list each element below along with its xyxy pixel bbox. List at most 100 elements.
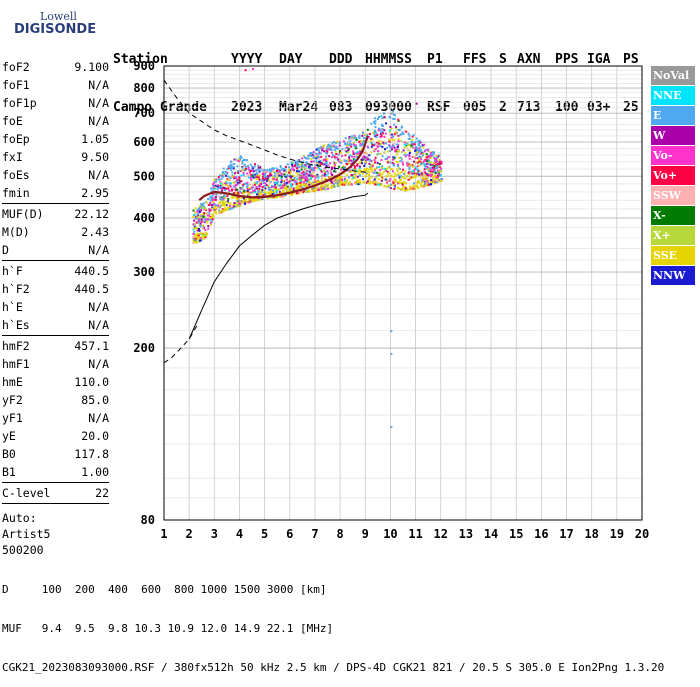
scatter-point: [213, 181, 216, 184]
scatter-point: [371, 143, 374, 146]
scatter-point: [433, 159, 436, 162]
scatter-point: [239, 202, 242, 205]
scatter-point: [325, 149, 328, 152]
scatter-point: [401, 188, 404, 191]
scatter-point: [384, 178, 387, 181]
scatter-point: [193, 230, 196, 233]
scatter-point: [327, 183, 330, 186]
scatter-point: [234, 180, 237, 183]
scatter-point: [314, 185, 317, 188]
scatter-point: [387, 160, 390, 163]
scatter-point: [412, 134, 415, 136]
scatter-point: [273, 171, 275, 173]
scatter-point: [197, 218, 200, 221]
scatter-point: [367, 179, 370, 181]
scatter-point: [397, 138, 400, 141]
scatter-point: [226, 172, 229, 175]
scatter-point: [268, 192, 271, 194]
scatter-point: [328, 145, 331, 148]
scatter-point: [279, 166, 282, 169]
scatter-point: [318, 155, 320, 158]
scatter-point: [204, 233, 207, 236]
scatter-point: [406, 142, 409, 145]
ionospheric-parameters-panel: foF2 9.100 foF1 N/A foF1p N/A foE N/A foEp 1.05 fx…: [2, 58, 109, 558]
scatter-point: [229, 179, 232, 182]
scatter-point: [264, 187, 267, 190]
isolated-point: [415, 102, 418, 105]
scatter-point: [255, 173, 258, 175]
param-name: h`Es: [2, 318, 30, 332]
scatter-point: [309, 168, 312, 171]
scatter-point: [207, 225, 210, 227]
scatter-point: [355, 182, 357, 185]
scatter-point: [280, 173, 283, 176]
scatter-point: [361, 134, 364, 137]
scatter-point: [325, 165, 328, 167]
scatter-point: [389, 146, 392, 149]
scatter-point: [334, 150, 337, 153]
scatter-point: [405, 142, 408, 145]
scatter-point: [314, 164, 317, 167]
scatter-point: [376, 166, 378, 169]
header-label-9: PPS: [555, 52, 579, 67]
scatter-point: [307, 181, 310, 184]
scatter-point: [373, 148, 375, 151]
scatter-point: [273, 175, 276, 178]
scatter-point: [398, 156, 401, 159]
scatter-point: [395, 125, 398, 128]
scatter-point: [282, 180, 284, 183]
scatter-point: [393, 138, 396, 141]
scatter-point: [341, 178, 344, 181]
scatter-point: [410, 172, 413, 175]
scatter-point: [297, 178, 300, 181]
scatter-point: [385, 122, 387, 125]
param-name: h`E: [2, 300, 23, 314]
scatter-point: [349, 144, 352, 147]
scatter-point: [352, 152, 355, 155]
scatter-point: [406, 187, 409, 190]
scatter-point: [215, 178, 218, 181]
scatter-point: [365, 171, 368, 174]
scatter-point: [386, 150, 389, 153]
scatter-point: [280, 172, 283, 175]
scatter-point: [234, 184, 237, 187]
scatter-point: [263, 178, 266, 181]
scatter-point: [416, 147, 419, 150]
header-value-8: 713: [517, 100, 541, 115]
scatter-point: [428, 172, 431, 175]
scatter-point: [325, 174, 328, 176]
scatter-point: [364, 175, 367, 178]
scatter-point: [379, 144, 382, 147]
scatter-point: [358, 134, 361, 137]
param-name: fmin: [2, 186, 30, 200]
scatter-point: [312, 175, 315, 178]
param-name: h`F: [2, 264, 23, 278]
scatter-point: [283, 188, 286, 191]
scatter-point: [228, 208, 231, 211]
scatter-point: [218, 211, 221, 214]
x-tick-label: 12: [434, 527, 448, 541]
scatter-point: [261, 173, 264, 176]
footer-distance-row: D 100 200 400 600 800 1000 1500 3000 [km…: [2, 583, 327, 596]
header-label-8: AXN: [517, 52, 541, 67]
scatter-point: [207, 227, 210, 230]
scatter-point: [223, 182, 226, 185]
scatter-point: [314, 176, 317, 179]
scatter-point: [416, 140, 419, 143]
scatter-point: [321, 147, 324, 150]
header-labels-row: Station YYYY DAY DDD HHMMSS P1 FFS S AXN PPS IGA PS: [113, 52, 639, 68]
scatter-point: [409, 137, 411, 140]
scatter-point: [388, 156, 391, 159]
scatter-point: [252, 189, 255, 192]
scatter-point: [312, 160, 315, 163]
scatter-point: [372, 181, 375, 184]
scatter-point: [267, 188, 270, 191]
scatter-point: [256, 176, 259, 178]
scatter-point: [405, 189, 408, 192]
scatter-point: [283, 173, 286, 176]
scatter-point: [376, 142, 378, 145]
scatter-point: [253, 199, 256, 202]
scatter-point: [227, 167, 230, 169]
scatter-point: [385, 175, 388, 178]
scatter-point: [366, 145, 369, 148]
